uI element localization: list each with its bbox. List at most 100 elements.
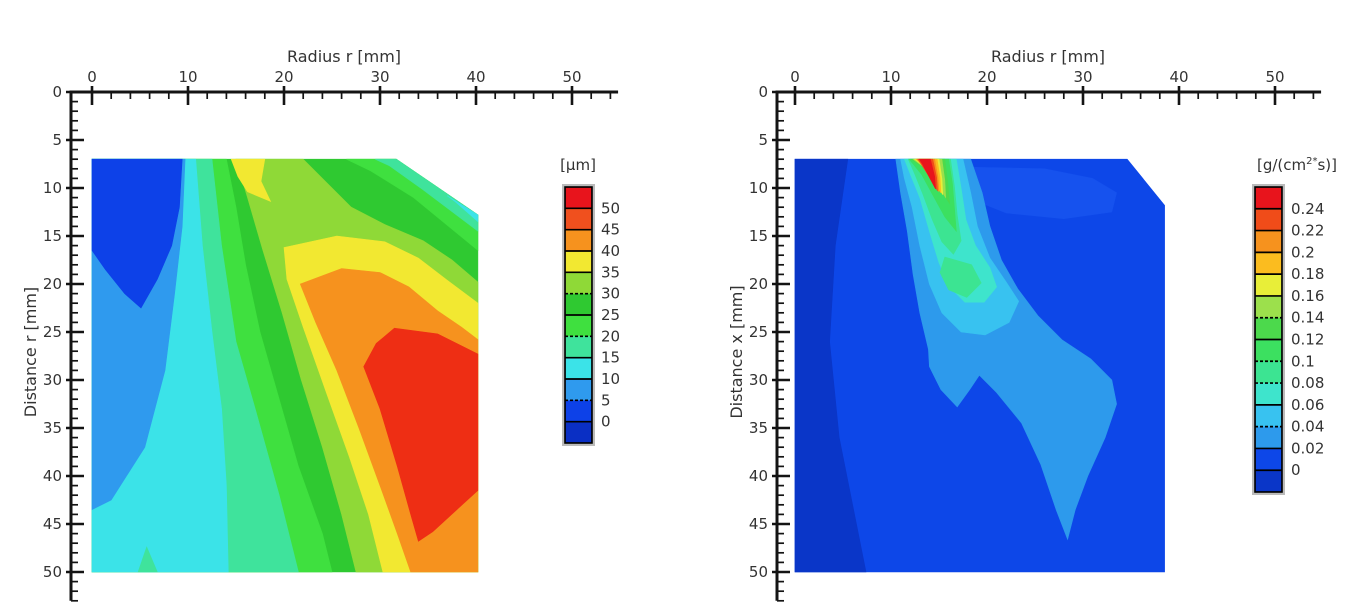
left-contour-plot-regions [91, 158, 479, 573]
y-tick-label: 45 [749, 515, 768, 533]
colorbar-segment [1255, 448, 1282, 471]
contour-region-15-20 [137, 546, 158, 573]
y-tick-label: 10 [43, 179, 62, 197]
colorbar-segment [1255, 187, 1282, 210]
colorbar-segment [1255, 295, 1282, 319]
colorbar-tick-label: 0.12 [1291, 331, 1324, 349]
colorbar-segment [565, 272, 592, 295]
colorbar-tick-label: 0 [1291, 461, 1301, 479]
y-axis-title: Distance r [mm] [21, 287, 40, 417]
colorbar-border [1254, 186, 1283, 493]
x-tick-label: 20 [977, 68, 996, 86]
colorbar-border [564, 186, 593, 444]
x-tick-label: 10 [178, 68, 197, 86]
y-tick-label: 25 [749, 323, 768, 341]
y-tick-label: 25 [43, 323, 62, 341]
colorbar-tick-label: 0.22 [1291, 222, 1324, 240]
y-tick-label: 0 [52, 83, 62, 101]
colorbar-segment [565, 379, 592, 401]
colorbar-tick-label: 0.18 [1291, 265, 1324, 283]
colorbar-segment [565, 229, 592, 252]
colorbar-segment [565, 293, 592, 316]
colorbar-frame [1252, 184, 1285, 495]
colorbar-tick-label: 30 [601, 285, 620, 303]
x-tick-label: 20 [274, 68, 293, 86]
contour-region-10-15 [447, 195, 479, 223]
colorbar-tick-label: 50 [601, 199, 620, 217]
y-tick-label: 30 [749, 371, 768, 389]
x-tick-label: 40 [466, 68, 485, 86]
x-tick-label: 0 [790, 68, 800, 86]
contour-region-15-20 [375, 158, 479, 232]
y-tick-label: 50 [43, 563, 62, 581]
colorbar-tick-label: 25 [601, 306, 620, 324]
colorbar-segment [1255, 230, 1282, 253]
colorbar-segment [1255, 361, 1282, 384]
y-tick-label: 0 [758, 83, 768, 101]
colorbar-tick-label: 10 [601, 370, 620, 388]
colorbar-segment [1255, 470, 1282, 493]
colorbar-tick-label: 0 [601, 413, 611, 431]
y-tick-label: 15 [749, 227, 768, 245]
colorbar-tick-label: 5 [601, 391, 611, 409]
colorbar-segment [1255, 317, 1282, 340]
colorbar-segment [1255, 339, 1282, 362]
colorbar-segment [1255, 383, 1282, 406]
colorbar-frame [562, 184, 595, 446]
y-tick-label: 5 [758, 131, 768, 149]
colorbar-segment [565, 336, 592, 359]
colorbar-segment [565, 421, 592, 444]
colorbar-tick-label: 0.1 [1291, 352, 1315, 370]
colorbar-segment [565, 357, 592, 380]
y-tick-label: 35 [749, 419, 768, 437]
colorbar-tick-label: 45 [601, 221, 620, 239]
contour-region-0-5 [91, 158, 183, 309]
x-tick-label: 30 [370, 68, 389, 86]
x-axis-title: Radius r [mm] [287, 47, 401, 66]
colorbar-segment [1255, 208, 1282, 232]
colorbar-title: [µm] [560, 156, 596, 174]
colorbar-tick-label: 20 [601, 327, 620, 345]
y-tick-label: 40 [749, 467, 768, 485]
colorbar-segment [1255, 274, 1282, 297]
right-contour-plot: 0 10 20 30 40 50 0 5 10 15 20 25 30 35 40 45 50 Radius r … [727, 47, 1337, 602]
contour-region-45-50 [363, 327, 479, 542]
y-tick-label: 45 [43, 515, 62, 533]
y-tick-label: 30 [43, 371, 62, 389]
colorbar-tick-label: 0.02 [1291, 439, 1324, 457]
contour-region->0.24 [918, 158, 936, 190]
colorbar-segment [1255, 426, 1282, 449]
x-tick-label: 0 [87, 68, 97, 86]
colorbar-tick-label: 0.16 [1291, 287, 1324, 305]
colorbar-tick-label: 0.06 [1291, 396, 1324, 414]
x-axis-title: Radius r [mm] [991, 47, 1105, 66]
x-tick-label: 30 [1073, 68, 1092, 86]
colorbar-tick-label: 0.24 [1291, 200, 1324, 218]
colorbar-tick-label: 35 [601, 263, 620, 281]
y-tick-label: 20 [749, 275, 768, 293]
y-tick-label: 5 [52, 131, 62, 149]
contour-region-0.08-0.1 [939, 256, 982, 298]
y-tick-label: 35 [43, 419, 62, 437]
contour-region-35-40 [230, 158, 272, 202]
colorbar-tick-label: 15 [601, 349, 620, 367]
y-axis-title: Distance x [mm] [727, 285, 746, 418]
colorbar-tick-label: 0.14 [1291, 309, 1324, 327]
colorbar-segment [565, 400, 592, 423]
colorbar-tick-label: 0.2 [1291, 243, 1315, 261]
y-tick-label: 40 [43, 467, 62, 485]
x-tick-label: 10 [881, 68, 900, 86]
colorbar-segment [565, 208, 592, 231]
contour-region-0-0.02 [794, 158, 867, 573]
right-contour-plot-regions [794, 158, 1165, 573]
x-tick-label: 50 [1265, 68, 1284, 86]
y-tick-label: 50 [749, 563, 768, 581]
y-tick-label: 15 [43, 227, 62, 245]
right-contour-plot-colorbar: 0.24 0.22 0.2 0.18 0.16 0.14 0.12 0.1 0.08 0.06 0.… [1252, 156, 1337, 495]
colorbar-title: [g/(cm2*s)] [1257, 156, 1337, 174]
colorbar-tick-label: 40 [601, 242, 620, 260]
colorbar-segment [1255, 404, 1282, 428]
